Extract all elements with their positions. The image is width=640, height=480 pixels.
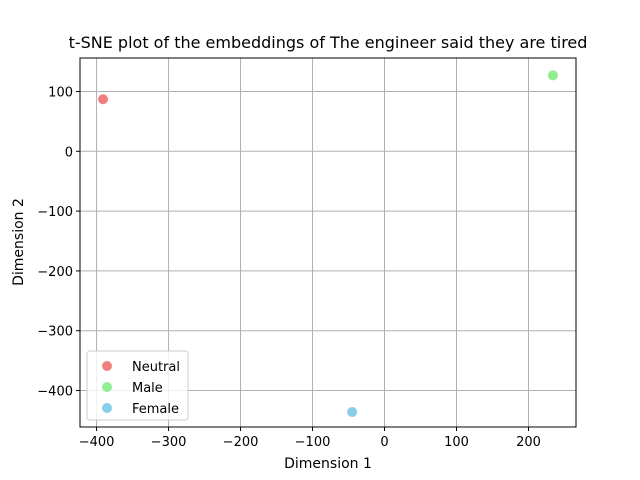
x-tick-label: −100: [295, 435, 331, 450]
y-tick-label: 100: [48, 85, 73, 100]
y-tick-label: 0: [65, 145, 73, 160]
y-axis-ticks: 100 0 −100 −200 −300 −400: [37, 85, 80, 400]
legend-marker-neutral: [102, 361, 112, 371]
x-tick-label: −200: [223, 435, 259, 450]
x-axis-label: Dimension 1: [284, 456, 372, 472]
plot-frame: [79, 57, 577, 428]
point-neutral: [98, 94, 109, 105]
legend-label-female: Female: [132, 402, 179, 417]
x-tick-label: −300: [151, 435, 187, 450]
y-tick-label: −300: [37, 325, 73, 340]
legend-marker-male: [102, 382, 112, 392]
point-male: [547, 70, 558, 81]
x-tick-label: −400: [79, 435, 115, 450]
y-axis-label: Dimension 2: [11, 198, 27, 286]
x-tick-label: 100: [444, 435, 469, 450]
x-tick-label: 200: [516, 435, 541, 450]
point-female: [347, 407, 358, 418]
legend-label-male: Male: [132, 381, 163, 396]
chart-title: t-SNE plot of the embeddings of The engi…: [69, 33, 588, 52]
y-tick-label: −400: [37, 385, 73, 400]
legend: Neutral Male Female: [86, 350, 189, 421]
legend-box: [86, 350, 189, 421]
data-points: [98, 70, 558, 418]
legend-label-neutral: Neutral: [132, 360, 180, 375]
x-axis-ticks: −400 −300 −200 −100 0 100 200: [79, 427, 541, 450]
grid-lines: [80, 58, 576, 427]
y-tick-label: −100: [37, 205, 73, 220]
y-tick-label: −200: [37, 265, 73, 280]
x-tick-label: 0: [380, 435, 388, 450]
legend-marker-female: [102, 403, 112, 413]
